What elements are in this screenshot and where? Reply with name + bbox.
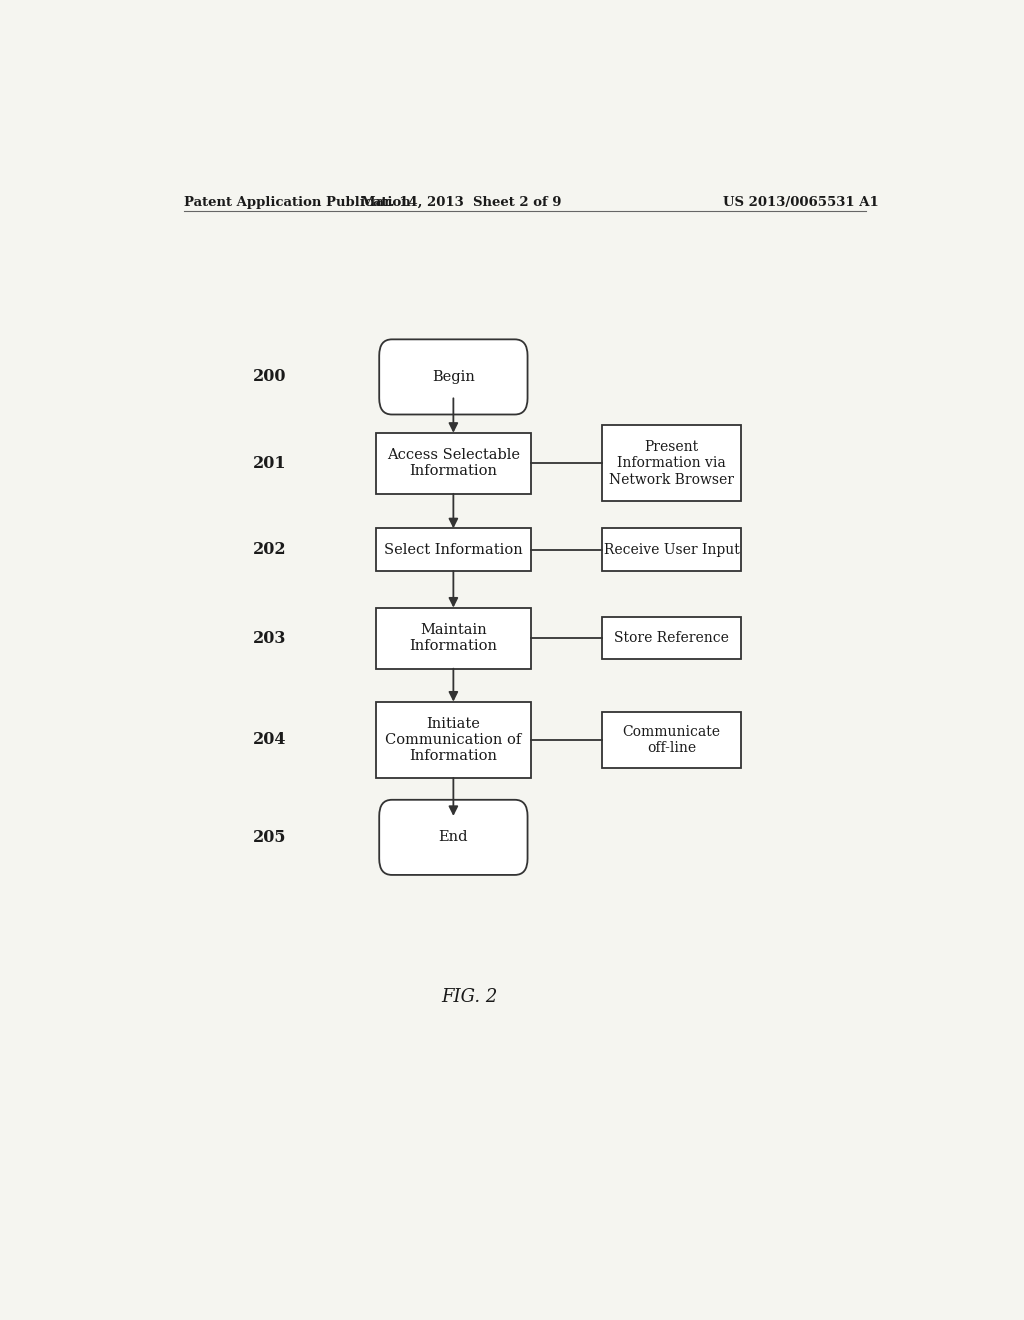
Text: FIG. 2: FIG. 2 xyxy=(441,987,498,1006)
Bar xyxy=(376,702,530,777)
Bar xyxy=(376,607,530,669)
Bar xyxy=(602,425,741,502)
Bar xyxy=(376,433,530,494)
Bar xyxy=(602,711,741,768)
Text: 202: 202 xyxy=(253,541,287,558)
Bar xyxy=(602,528,741,572)
Text: 204: 204 xyxy=(253,731,287,748)
FancyBboxPatch shape xyxy=(379,339,527,414)
Text: Mar. 14, 2013  Sheet 2 of 9: Mar. 14, 2013 Sheet 2 of 9 xyxy=(361,195,561,209)
Text: Maintain
Information: Maintain Information xyxy=(410,623,498,653)
Text: End: End xyxy=(438,830,468,845)
Text: Receive User Input: Receive User Input xyxy=(604,543,739,557)
FancyBboxPatch shape xyxy=(379,800,527,875)
Text: 203: 203 xyxy=(253,630,287,647)
Text: Initiate
Communication of
Information: Initiate Communication of Information xyxy=(385,717,521,763)
Text: Access Selectable
Information: Access Selectable Information xyxy=(387,449,520,478)
Text: Communicate
off-line: Communicate off-line xyxy=(623,725,721,755)
Text: 200: 200 xyxy=(253,368,287,385)
Text: Begin: Begin xyxy=(432,370,475,384)
Text: Present
Information via
Network Browser: Present Information via Network Browser xyxy=(609,440,734,487)
Bar xyxy=(602,616,741,660)
Text: Store Reference: Store Reference xyxy=(614,631,729,645)
Text: US 2013/0065531 A1: US 2013/0065531 A1 xyxy=(723,195,879,209)
Text: Patent Application Publication: Patent Application Publication xyxy=(183,195,411,209)
Bar xyxy=(376,528,530,572)
Text: Select Information: Select Information xyxy=(384,543,522,557)
Text: 201: 201 xyxy=(253,455,287,471)
Text: 205: 205 xyxy=(253,829,287,846)
